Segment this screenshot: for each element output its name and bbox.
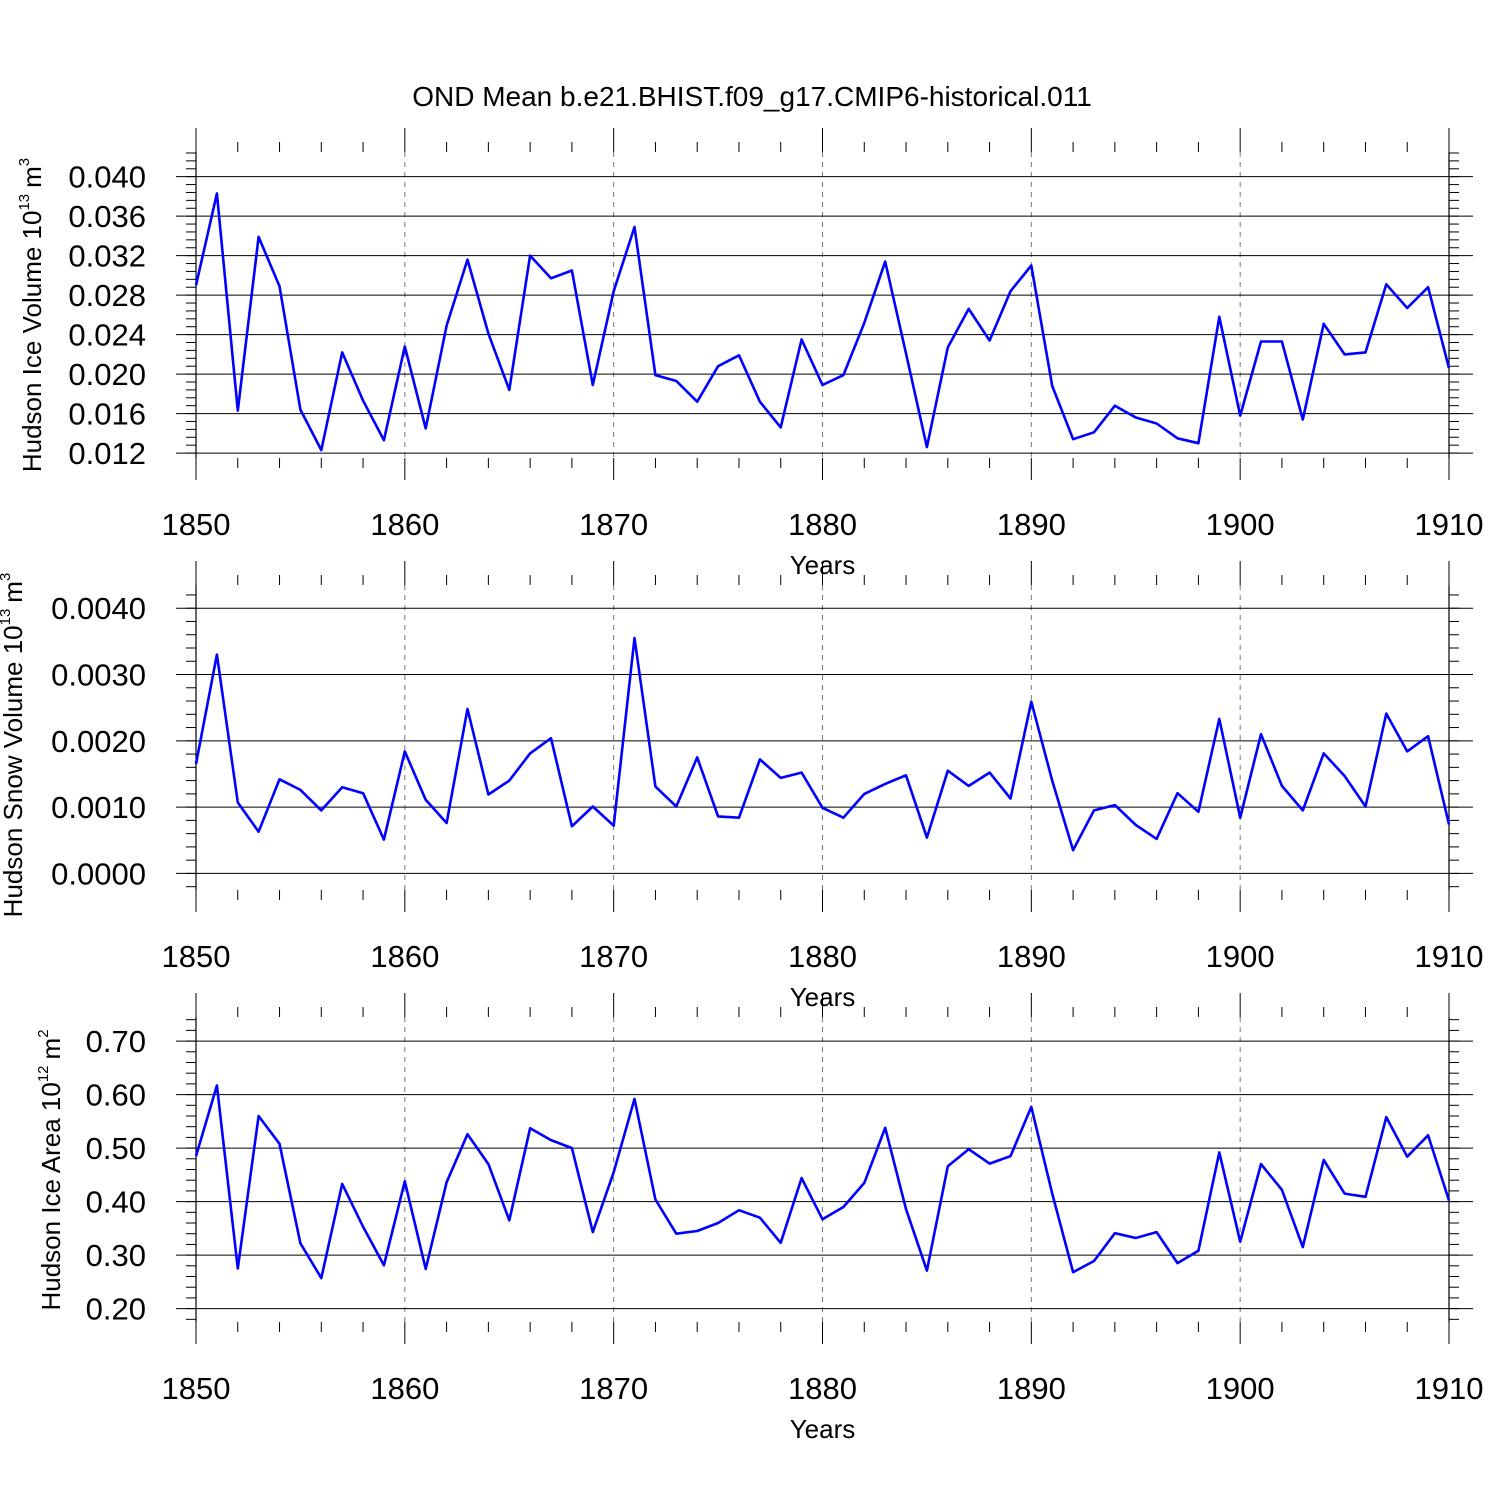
y-axis-title-text: Hudson Ice Area 10 — [36, 1082, 66, 1310]
panel-snow-volume: 0.0000 0.0010 0.0020 0.0030 0.0040 1850 1860 18… — [0, 561, 1483, 1012]
y-axis-title-exponent: 13 — [0, 609, 14, 626]
chart-title: OND Mean b.e21.BHIST.f09_g17.CMIP6-histo… — [412, 81, 1092, 112]
y-axis-title-unit: m — [0, 581, 28, 603]
series-line — [194, 1084, 1451, 1280]
x-tick-label: 1890 — [997, 507, 1066, 542]
y-tick-label: 0.70 — [86, 1024, 146, 1059]
y-tick-label: 0.032 — [68, 239, 146, 274]
y-tick-label: 0.60 — [86, 1078, 146, 1113]
y-tick-label: 0.30 — [86, 1238, 146, 1273]
y-tick-label: 0.028 — [68, 278, 146, 313]
x-tick-label: 1850 — [162, 507, 231, 542]
y-axis-title-exponent: 12 — [35, 1065, 52, 1082]
series-line — [194, 192, 1451, 452]
x-tick-label: 1910 — [1415, 507, 1484, 542]
y-axis-title: Hudson Ice Area 1012 m2 — [35, 1029, 66, 1310]
y-tick-label: 0.20 — [86, 1292, 146, 1327]
y-axis-title-unit: m — [17, 166, 47, 188]
y-tick-label: 0.50 — [86, 1131, 146, 1166]
x-tick-label: 1860 — [370, 939, 439, 974]
x-tick-label: 1850 — [162, 1371, 231, 1406]
series-line — [194, 636, 1451, 852]
y-tick-label: 0.040 — [68, 160, 146, 195]
x-tick-label: 1880 — [788, 507, 857, 542]
x-axis-title: Years — [790, 1414, 856, 1444]
x-tick-label: 1900 — [1206, 1371, 1275, 1406]
y-tick-label: 0.0000 — [51, 856, 146, 891]
x-tick-label: 1890 — [997, 939, 1066, 974]
panel-ice-volume: 0.012 0.016 0.020 0.024 0.028 0.032 0.036 0.040… — [16, 128, 1483, 580]
y-tick-label: 0.012 — [68, 436, 146, 471]
x-tick-label: 1910 — [1415, 939, 1484, 974]
x-tick-label: 1870 — [579, 1371, 648, 1406]
x-tick-label: 1860 — [370, 1371, 439, 1406]
panel-ice-area: 0.20 0.30 0.40 0.50 0.60 0.70 1850 1860 1870 1880… — [35, 993, 1483, 1444]
x-tick-label: 1880 — [788, 1371, 857, 1406]
x-tick-label: 1910 — [1415, 1371, 1484, 1406]
y-tick-label: 0.0010 — [51, 790, 146, 825]
x-tick-label: 1870 — [579, 939, 648, 974]
y-axis-title-exponent: 13 — [16, 194, 33, 211]
y-axis-title-text: Hudson Ice Volume 10 — [17, 211, 47, 473]
y-tick-label: 0.020 — [68, 357, 146, 392]
y-axis-title: Hudson Snow Volume 1013 m3 — [0, 573, 28, 918]
y-axis-title: Hudson Ice Volume 1013 m3 — [16, 158, 47, 472]
y-tick-label: 0.036 — [68, 199, 146, 234]
y-tick-label: 0.024 — [68, 318, 146, 353]
x-tick-label: 1890 — [997, 1371, 1066, 1406]
x-tick-label: 1900 — [1206, 939, 1275, 974]
y-tick-label: 0.0040 — [51, 591, 146, 626]
x-tick-label: 1900 — [1206, 507, 1275, 542]
y-axis-title-text: Hudson Snow Volume 10 — [0, 625, 28, 917]
x-tick-label: 1860 — [370, 507, 439, 542]
y-axis-title-unit-exponent: 3 — [16, 158, 33, 166]
x-tick-label: 1850 — [162, 939, 231, 974]
y-tick-label: 0.0030 — [51, 658, 146, 693]
x-tick-label: 1870 — [579, 507, 648, 542]
y-axis-title-unit: m — [36, 1038, 66, 1060]
y-tick-label: 0.40 — [86, 1185, 146, 1220]
x-tick-label: 1880 — [788, 939, 857, 974]
y-tick-label: 0.0020 — [51, 724, 146, 759]
y-axis-title-unit-exponent: 3 — [0, 573, 14, 581]
y-tick-label: 0.016 — [68, 397, 146, 432]
y-axis-title-unit-exponent: 2 — [35, 1029, 52, 1037]
